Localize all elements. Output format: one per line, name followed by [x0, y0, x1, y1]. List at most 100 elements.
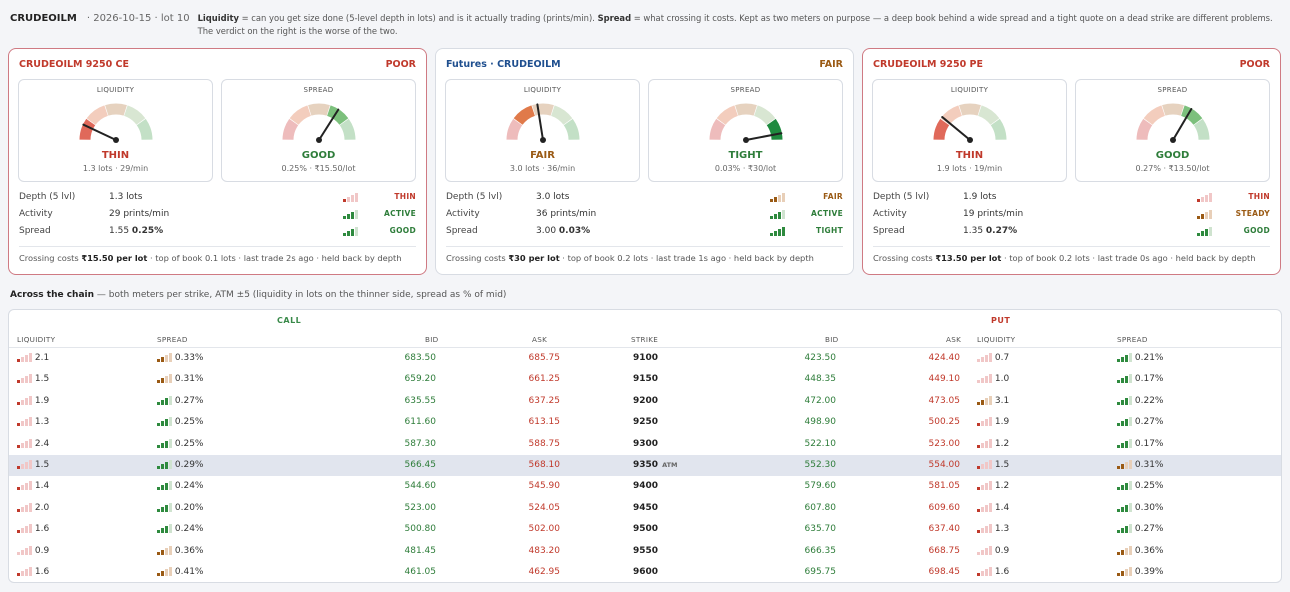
strike-price: 9250: [633, 417, 658, 427]
call-spread: 0.24%: [157, 481, 203, 491]
table-row[interactable]: 2.4 0.25% 587.30 588.75 9300 522.10 523.…: [9, 434, 1281, 455]
spread-meter: SPREAD GOOD 0.27% · ₹13.50/lot: [1075, 79, 1270, 182]
strike-price: 9450: [633, 503, 658, 513]
table-row[interactable]: 1.3 0.25% 611.60 613.15 9250 498.90 500.…: [9, 412, 1281, 433]
signal-bars: [977, 374, 992, 384]
call-spread: 0.27%: [157, 395, 204, 406]
metric-value-text: 3.00: [536, 226, 559, 236]
call-liquidity-value: 1.5: [34, 460, 50, 470]
strike-value: 9400: [633, 481, 659, 492]
liq-gauge: [506, 103, 580, 143]
call-group-label: CALL: [277, 316, 302, 325]
put-liquidity: 1.5: [977, 460, 1009, 470]
strike-value: 9600: [633, 567, 659, 577]
footer-details: · top of book 0.2 lots · last trade 0s a…: [1001, 253, 1256, 263]
card-divider: [19, 246, 416, 247]
put-liquidity-value: 1.2: [994, 438, 1010, 449]
call-bid: 635.55: [404, 395, 437, 406]
table-row[interactable]: 0.9 0.36% 481.45 483.20 9550 666.35 668.…: [9, 541, 1281, 562]
call-spread-value: 0.25%: [174, 438, 204, 449]
strike-price: 9100: [633, 353, 658, 363]
chain-title: Across the chain — both meters per strik…: [10, 290, 506, 300]
put-ask: 609.60: [928, 502, 961, 513]
table-row[interactable]: 2.0 0.20% 523.00 524.05 9450 607.80 609.…: [9, 498, 1281, 519]
meter-value: TIGHT: [728, 150, 763, 161]
signal-bars: [977, 353, 992, 362]
table-row[interactable]: 1.4 0.24% 544.60 545.90 9400 579.60 581.…: [9, 476, 1281, 497]
metric-value: 29 prints/min: [109, 209, 169, 219]
table-row[interactable]: 1.5 0.31% 659.20 661.25 9150 448.35 449.…: [9, 369, 1281, 390]
metric-value-text: 29 prints/min: [109, 209, 170, 219]
signal-bars: [17, 524, 32, 534]
signal-bars: [977, 481, 992, 491]
call-liquidity: 0.9: [17, 545, 49, 556]
signal-bars: [1117, 438, 1132, 448]
table-row[interactable]: 1.5 0.29% 566.45 568.10 9350 ATM 552.30 5…: [9, 455, 1281, 477]
put-liquidity-value: 1.3: [994, 524, 1010, 535]
spread-definition: = what crossing it costs. Kept as two me…: [197, 13, 1273, 36]
chain-heading: Across the chain: [10, 290, 95, 300]
meter-title: SPREAD: [303, 86, 334, 94]
meter-title: LIQUIDITY: [950, 86, 989, 94]
call-liquidity: 1.5: [17, 374, 49, 384]
instrument-card[interactable]: CRUDEOILM 9250 CE POOR LIQUIDITY THIN 1.3…: [8, 48, 427, 275]
signal-bars: [157, 353, 172, 362]
footer-details: · top of book 0.2 lots · last trade 1s a…: [559, 253, 814, 263]
put-ask: 500.25: [928, 417, 961, 428]
table-row[interactable]: 1.6 0.41% 461.05 462.95 9600 695.75 698.…: [9, 562, 1281, 582]
metric-value: 1.35 0.27%: [963, 226, 1017, 236]
put-spread: 0.25%: [1117, 481, 1163, 491]
liquidity-meter: LIQUIDITY THIN 1.9 lots · 19/min: [872, 79, 1067, 182]
call-liquidity-value: 1.9: [34, 395, 50, 406]
call-ask: 661.25: [528, 374, 561, 385]
table-row[interactable]: 1.6 0.24% 500.80 502.00 9500 635.70 637.…: [9, 519, 1281, 540]
metric-value: 1.3 lots: [109, 192, 142, 202]
call-liquidity: 1.6: [17, 567, 49, 577]
signal-bars: [17, 567, 32, 576]
call-spread: 0.33%: [157, 353, 203, 363]
metric-value: 19 prints/min: [963, 209, 1023, 219]
call-spread: 0.36%: [157, 545, 203, 556]
strike-price: 9200: [633, 396, 658, 406]
put-spread: 0.17%: [1117, 438, 1163, 449]
put-ask: 523.00: [928, 438, 961, 449]
instrument-card[interactable]: Futures · CRUDEOILM FAIR LIQUIDITY FAIR 3…: [435, 48, 854, 275]
put-spread: 0.17%: [1117, 374, 1163, 384]
call-bid: 611.60: [404, 417, 437, 428]
card-footer: Crossing costs ₹15.50 per lot · top of b…: [19, 253, 402, 263]
call-spread-value: 0.27%: [174, 395, 204, 406]
put-group-label: PUT: [991, 316, 1011, 325]
signal-bars: [17, 374, 32, 384]
put-spread-value: 0.36%: [1134, 545, 1164, 556]
table-row[interactable]: 2.1 0.33% 683.50 685.75 9100 423.50 424.…: [9, 348, 1281, 369]
header-divider: [9, 347, 1281, 348]
spr-gauge: [1136, 103, 1210, 143]
call-spread-value: 0.41%: [174, 567, 204, 577]
metric-row: Spread 3.00 0.03% TIGHT: [446, 226, 843, 240]
signal-bars: [1117, 502, 1132, 512]
meter-title: SPREAD: [1157, 86, 1188, 94]
instrument-card[interactable]: CRUDEOILM 9250 PE POOR LIQUIDITY THIN 1.9…: [862, 48, 1281, 275]
put-spread: 0.36%: [1117, 545, 1164, 556]
strike-value: 9150: [633, 374, 659, 385]
call-ask: 462.95: [528, 567, 561, 577]
metric-row: Activity 29 prints/min ACTIVE: [19, 209, 416, 223]
col-put-bid: BID: [825, 335, 839, 344]
signal-bars: [343, 193, 358, 202]
table-row[interactable]: 1.9 0.27% 635.55 637.25 9200 472.00 473.…: [9, 391, 1281, 412]
put-liquidity: 1.2: [977, 438, 1010, 449]
call-ask: 502.00: [528, 524, 561, 535]
call-liquidity-value: 2.0: [34, 502, 50, 513]
signal-bars: [17, 545, 32, 555]
call-ask: 568.10: [528, 460, 561, 470]
put-ask: 668.75: [928, 545, 961, 556]
put-liquidity-value: 1.9: [994, 417, 1010, 428]
meter-subtext: 0.03% · ₹30/lot: [714, 164, 777, 173]
spread-term: Spread: [597, 13, 632, 23]
metric-value: 1.9 lots: [963, 192, 996, 202]
put-spread: 0.27%: [1117, 524, 1163, 534]
call-spread: 0.25%: [157, 438, 204, 449]
put-spread-value: 0.22%: [1134, 395, 1164, 406]
col-put-ask: ASK: [946, 335, 962, 344]
signal-bars: [1197, 193, 1212, 202]
